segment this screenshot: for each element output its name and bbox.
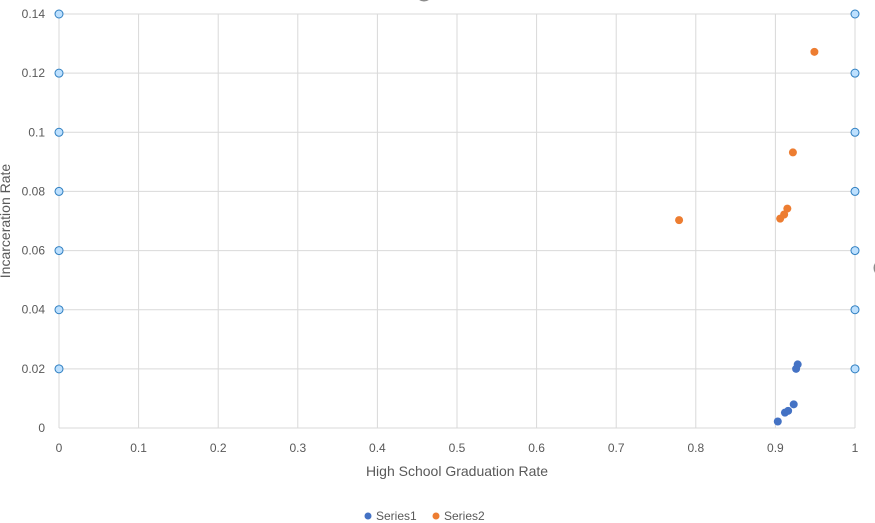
selection-handle[interactable] — [54, 186, 64, 196]
gridlines — [58, 13, 856, 429]
selection-handle[interactable] — [850, 186, 860, 196]
y-tick-label: 0.06 — [22, 244, 46, 258]
data-point[interactable] — [793, 360, 802, 369]
x-tick-label: 0.7 — [608, 441, 625, 455]
tick-labels: 0 0.1 0.2 0.3 0.4 0.5 0.6 0.7 0.8 0.9 1 0 0.02 0.04 0.… — [22, 7, 859, 455]
series-2[interactable] — [675, 47, 819, 225]
selection-handle[interactable] — [54, 9, 64, 19]
y-tick-label: 0 — [38, 421, 45, 435]
data-point[interactable] — [789, 400, 798, 409]
x-tick-label: 0.1 — [130, 441, 147, 455]
selection-handle[interactable] — [54, 127, 64, 137]
selection-handle[interactable] — [54, 305, 64, 315]
selection-handles[interactable] — [54, 0, 875, 374]
legend-label: Series1 — [376, 509, 417, 523]
legend-marker — [364, 512, 372, 520]
data-point[interactable] — [788, 148, 797, 157]
y-tick-label: 0.02 — [22, 362, 46, 376]
legend-item-series2[interactable]: Series2 — [432, 509, 486, 523]
x-tick-label: 0 — [56, 441, 63, 455]
legend-label: Series2 — [444, 509, 485, 523]
y-tick-label: 0.14 — [22, 7, 46, 21]
series-1[interactable] — [773, 360, 802, 426]
x-tick-label: 0.6 — [528, 441, 545, 455]
x-tick-label: 0.3 — [289, 441, 306, 455]
data-series[interactable] — [675, 47, 819, 426]
data-point[interactable] — [784, 406, 793, 415]
x-tick-label: 0.4 — [369, 441, 386, 455]
x-tick-label: 0.5 — [449, 441, 466, 455]
legend-item-series1[interactable]: Series1 — [364, 509, 418, 523]
selection-handle[interactable] — [54, 246, 64, 256]
selection-handle[interactable] — [850, 305, 860, 315]
y-axis-title: Incarceration Rate — [0, 164, 13, 279]
data-point[interactable] — [810, 47, 819, 56]
y-tick-label: 0.04 — [22, 303, 46, 317]
data-point[interactable] — [675, 216, 684, 225]
selection-handle[interactable] — [850, 364, 860, 374]
x-tick-label: 0.2 — [210, 441, 227, 455]
y-tick-label: 0.1 — [28, 125, 45, 139]
data-point[interactable] — [773, 417, 782, 426]
selection-handle[interactable] — [850, 68, 860, 78]
y-tick-label: 0.08 — [22, 184, 46, 198]
selection-handle[interactable] — [850, 127, 860, 137]
data-point[interactable] — [783, 204, 792, 213]
selection-handle[interactable] — [850, 9, 860, 19]
selection-handle[interactable] — [54, 68, 64, 78]
x-tick-label: 0.9 — [767, 441, 784, 455]
legend-marker — [432, 512, 440, 520]
x-axis-title: High School Graduation Rate — [366, 463, 548, 479]
y-tick-label: 0.12 — [22, 66, 46, 80]
selection-handle[interactable] — [54, 364, 64, 374]
selection-handle[interactable] — [850, 246, 860, 256]
x-tick-label: 0.8 — [687, 441, 704, 455]
x-tick-label: 1 — [852, 441, 859, 455]
data-point[interactable] — [780, 210, 789, 219]
legend[interactable]: Series1 Series2 — [364, 509, 486, 523]
